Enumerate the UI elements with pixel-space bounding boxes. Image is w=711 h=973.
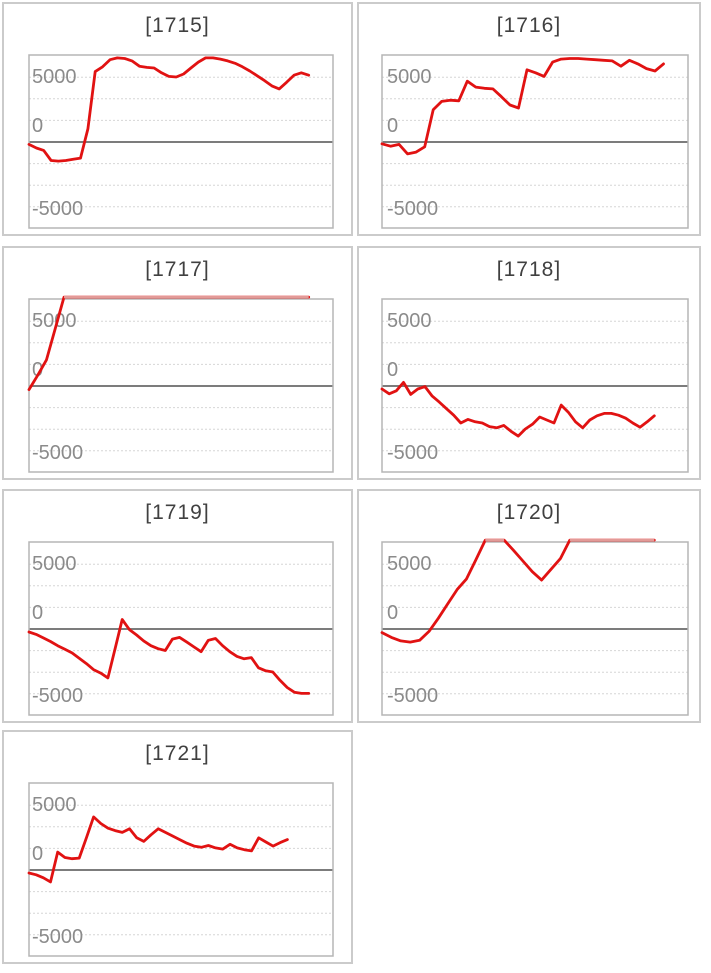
y-tick-label: 0 (387, 602, 398, 624)
plot-area (381, 54, 689, 229)
y-tick-label: 0 (387, 359, 398, 381)
chart-plot: 5000 0 -5000 (27, 54, 334, 229)
y-tick-label: 0 (32, 115, 43, 137)
chart-plot: 5000 0 -5000 (380, 54, 689, 229)
chart-panel-1719: [1719] 5000 0 -5000 (2, 489, 353, 723)
chart-panel-1715: [1715] 5000 0 -5000 (2, 2, 353, 236)
y-tick-label: -5000 (387, 442, 438, 464)
plot-area (381, 298, 689, 473)
chart-title: [1720] (496, 501, 562, 524)
y-tick-label: 5000 (32, 310, 77, 332)
y-tick-label: -5000 (387, 198, 438, 220)
chart-plot: 5000 0 -5000 (380, 298, 689, 473)
y-tick-label: 5000 (32, 553, 77, 575)
series-line (27, 815, 289, 884)
chart-title: [1719] (145, 501, 210, 524)
y-tick-label: -5000 (32, 442, 83, 464)
y-tick-label: 0 (32, 602, 43, 624)
y-tick-label: -5000 (387, 685, 438, 707)
chart-title: [1715] (145, 14, 210, 37)
series-line (27, 618, 311, 695)
chart-panel-1721: [1721] 5000 0 -5000 (2, 730, 353, 964)
plot-area (28, 54, 334, 229)
chart-panel-1716: [1716] 5000 0 -5000 (357, 2, 701, 236)
chart-title: [1717] (145, 258, 210, 281)
series-line (380, 57, 665, 156)
y-tick-label: -5000 (32, 198, 83, 220)
chart-plot: 5000 0 -5000 (27, 782, 334, 957)
chart-title: [1716] (496, 14, 562, 37)
chart-panel-1720: [1720] 5000 0 -5000 (357, 489, 701, 723)
y-tick-label: 0 (32, 359, 43, 381)
y-tick-label: 0 (32, 843, 43, 865)
series-line (380, 380, 656, 438)
y-tick-label: 5000 (32, 66, 77, 88)
chart-plot: 5000 0 -5000 (380, 538, 689, 716)
chart-panel-1717: [1717] 5000 0 -5000 (2, 246, 353, 480)
plot-area (28, 541, 334, 716)
plot-area (381, 541, 689, 716)
chart-plot: 5000 0 -5000 (27, 541, 334, 716)
y-tick-label: 0 (387, 115, 398, 137)
y-tick-label: -5000 (32, 926, 83, 948)
series-line (27, 56, 311, 163)
y-tick-label: -5000 (32, 685, 83, 707)
chart-title: [1721] (145, 742, 210, 765)
chart-panel-1718: [1718] 5000 0 -5000 (357, 246, 701, 480)
y-tick-label: 5000 (387, 66, 432, 88)
plot-area (28, 298, 334, 473)
y-tick-label: 5000 (387, 310, 432, 332)
plot-area (28, 782, 334, 957)
chart-title: [1718] (496, 258, 562, 281)
y-tick-label: 5000 (32, 794, 77, 816)
y-tick-label: 5000 (387, 553, 432, 575)
chart-plot: 5000 0 -5000 (27, 295, 334, 473)
